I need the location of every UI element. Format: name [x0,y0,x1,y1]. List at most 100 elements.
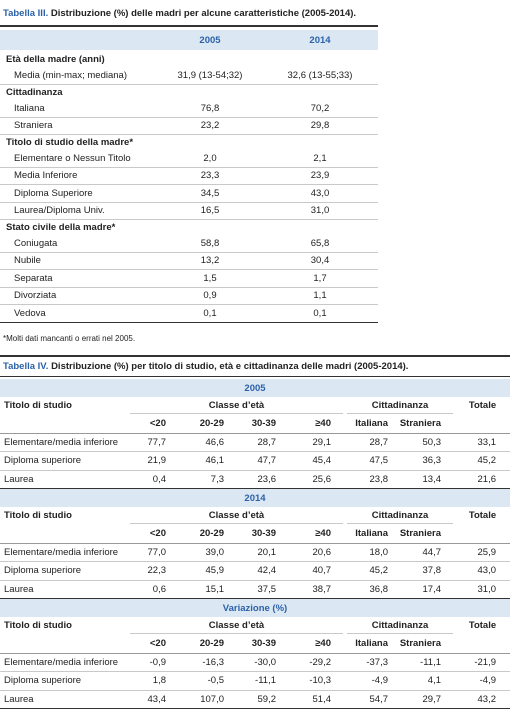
sub-header: <20 [149,637,166,649]
row-label: Laurea [4,473,34,485]
header-label: Titolo di studio [4,399,72,411]
group-rule [347,523,453,524]
row-label: Divorziata [14,290,57,302]
row-rule [0,219,378,220]
row-rule [0,201,378,203]
cell-value: -4,9 [371,675,388,687]
cell-value: 45,2 [477,455,497,467]
cell-value: -10,3 [309,675,331,687]
cell-value: 45,9 [205,565,225,577]
cell-value: 36,3 [422,455,442,467]
cell-value: 43,4 [147,693,167,705]
cell-value: 47,5 [369,455,389,467]
section-title: Cittadinanza [6,86,63,98]
caption-text: Distribuzione (%) per titolo di studio, … [51,361,409,372]
group-header: Cittadinanza [371,509,429,521]
cell-value: 31,0 [310,205,330,217]
group-rule [130,633,343,634]
cell-value: 77,0 [147,546,167,558]
section-title: Titolo di studio della madre* [6,136,134,148]
cell-value: -0,9 [149,656,166,668]
header-rule [0,432,510,434]
row-rule [0,451,510,452]
sub-header: Straniera [399,527,441,539]
block-title: 2014 [244,492,266,504]
cell-value: 23,6 [257,473,277,485]
row-label: Laurea [4,583,34,595]
caption-label: Tabella IV. [3,361,49,372]
cell-value: 1,5 [203,272,217,284]
cell-value: -4,9 [479,675,496,687]
column-header: 2014 [309,34,331,46]
cell-value: 50,3 [422,436,442,448]
section-title: Età della madre (anni) [6,54,105,65]
row-label: Straniera [14,120,53,132]
row-rule [0,166,378,168]
cell-value: 31,0 [477,583,497,595]
sub-header: ≥40 [315,527,331,539]
row-label: Diploma superiore [4,675,82,687]
group-rule [130,413,343,414]
header-label: Titolo di studio [4,509,72,521]
top-rule [0,355,510,357]
column-header: 2005 [199,34,221,46]
cell-value: 1,7 [313,272,327,284]
cell-value: 32,6 (13-55;33) [287,70,353,82]
row-label: Elementare/media inferiore [4,436,119,448]
cell-value: 31,9 (13-54;32) [177,70,243,82]
row-rule [0,304,378,305]
sub-header: Straniera [399,417,441,429]
cell-value: -11,1 [255,675,276,687]
caption-rule [0,25,378,27]
cell-value: 7,3 [210,473,224,485]
sub-header: ≥40 [315,637,331,649]
group-rule [347,633,453,634]
sub-header: 20-29 [199,637,224,649]
cell-value: 17,4 [422,583,442,595]
cell-value: 33,1 [477,436,497,448]
cell-value: 23,8 [369,473,389,485]
cell-value: 0,6 [152,583,166,595]
cell-value: 2,0 [203,152,217,164]
sub-header: <20 [149,527,166,539]
cell-value: 40,7 [312,565,332,577]
row-rule [0,251,378,253]
sub-header: 20-29 [199,417,224,429]
cell-value: 0,9 [203,290,217,302]
cell-value: 2,1 [313,152,327,164]
sub-header: Straniera [399,637,441,649]
caption-label: Tabella III. [3,8,49,19]
row-label: Media Inferiore [14,170,78,182]
cell-value: 34,5 [200,187,220,199]
row-rule [0,286,378,288]
cell-value: 23,2 [200,120,220,132]
row-rule [0,469,510,471]
row-rule [0,689,510,691]
cell-value: 42,4 [257,565,277,577]
cell-value: 13,2 [200,255,220,267]
header-label: Titolo di studio [4,619,72,631]
cell-value: 29,8 [310,120,330,132]
row-rule [0,671,510,672]
row-label: Coniugata [14,237,58,249]
cell-value: 18,0 [369,546,389,558]
row-rule [0,579,510,581]
cell-value: -0,5 [207,675,224,687]
sub-header: Italiana [355,637,388,649]
header-rule [0,542,510,544]
cell-value: 47,7 [257,455,277,467]
row-rule [0,184,378,185]
cell-value: 65,8 [310,237,330,249]
row-label: Diploma superiore [4,565,82,577]
cell-value: 29,1 [312,436,332,448]
cell-value: -11,1 [420,656,441,668]
cell-value: -37,3 [366,656,388,668]
footnote: *Molti dati mancanti o errati nel 2005. [3,333,136,343]
cell-value: 43,0 [477,565,497,577]
cell-value: 46,6 [205,436,225,448]
header-band [0,30,378,50]
cell-value: 77,7 [147,436,167,448]
row-label: Elementare/media inferiore [4,546,119,558]
caption-text: Distribuzione (%) delle madri per alcune… [50,8,357,19]
cell-value: 46,1 [205,455,225,467]
